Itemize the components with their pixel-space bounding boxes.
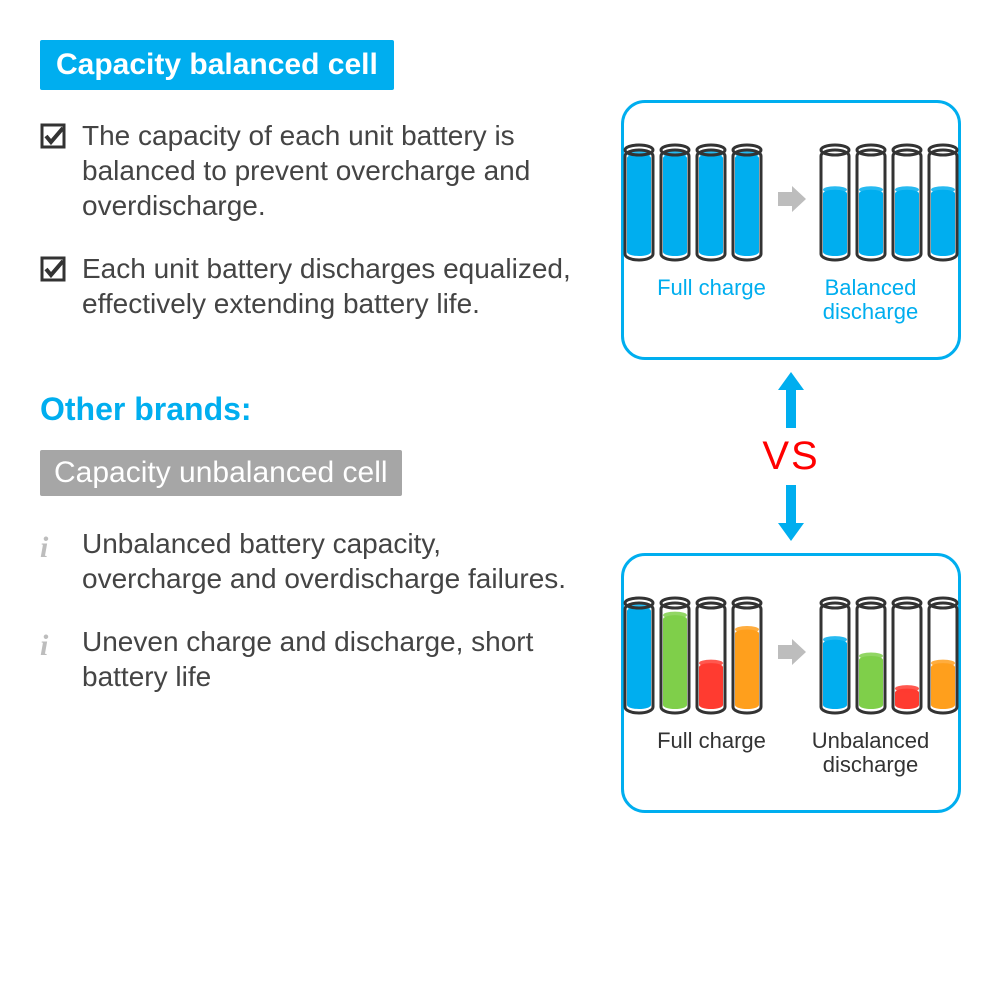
bullet-text: Uneven charge and discharge, short batte… — [82, 624, 581, 694]
battery-cell-icon — [818, 595, 852, 715]
balanced-right-label: Balanced discharge — [797, 276, 943, 324]
battery-cell-icon — [890, 595, 924, 715]
vs-up-arrow-icon — [776, 370, 806, 430]
vs-separator: VS — [762, 370, 819, 543]
check-icon — [40, 256, 66, 282]
vs-text: VS — [762, 434, 819, 479]
battery-cell-icon — [854, 142, 888, 262]
unbalanced-badge: Capacity unbalanced cell — [40, 450, 581, 526]
bullet-text: The capacity of each unit battery is bal… — [82, 118, 581, 223]
battery-cell-icon — [854, 595, 888, 715]
cell-group-left — [622, 142, 764, 262]
battery-cell-icon — [622, 595, 656, 715]
other-brands-heading: Other brands: — [40, 391, 581, 428]
battery-cell-icon — [926, 142, 960, 262]
battery-cell-icon — [818, 142, 852, 262]
unbalanced-left-label: Full charge — [638, 729, 784, 777]
balanced-panel: Full charge Balanced discharge — [621, 100, 961, 360]
check-icon — [40, 123, 66, 149]
vs-down-arrow-icon — [776, 483, 806, 543]
battery-cell-icon — [622, 142, 656, 262]
balanced-badge: Capacity balanced cell — [40, 40, 581, 118]
unbalanced-right-label: Unbalanced discharge — [797, 729, 943, 777]
bullet-item: i Unbalanced battery capacity, overcharge… — [40, 526, 581, 596]
arrow-right-icon — [774, 182, 808, 216]
cell-group-right — [818, 142, 960, 262]
battery-cell-icon — [890, 142, 924, 262]
bullet-text: Unbalanced battery capacity, overcharge … — [82, 526, 581, 596]
battery-cell-icon — [730, 142, 764, 262]
balanced-left-label: Full charge — [638, 276, 784, 324]
battery-cell-icon — [658, 142, 692, 262]
bullet-item: The capacity of each unit battery is bal… — [40, 118, 581, 223]
battery-cell-icon — [926, 595, 960, 715]
info-i-icon: i — [40, 531, 48, 564]
battery-cell-icon — [658, 595, 692, 715]
battery-cell-icon — [694, 595, 728, 715]
bullet-item: i Uneven charge and discharge, short batt… — [40, 624, 581, 694]
battery-cell-icon — [694, 142, 728, 262]
unbalanced-panel: Full charge Unbalanced discharge — [621, 553, 961, 813]
info-i-icon: i — [40, 629, 48, 662]
arrow-right-icon — [774, 635, 808, 669]
bullet-item: Each unit battery discharges equalized, … — [40, 251, 581, 321]
bullet-text: Each unit battery discharges equalized, … — [82, 251, 581, 321]
cell-group-right — [818, 595, 960, 715]
battery-cell-icon — [730, 595, 764, 715]
cell-group-left — [622, 595, 764, 715]
